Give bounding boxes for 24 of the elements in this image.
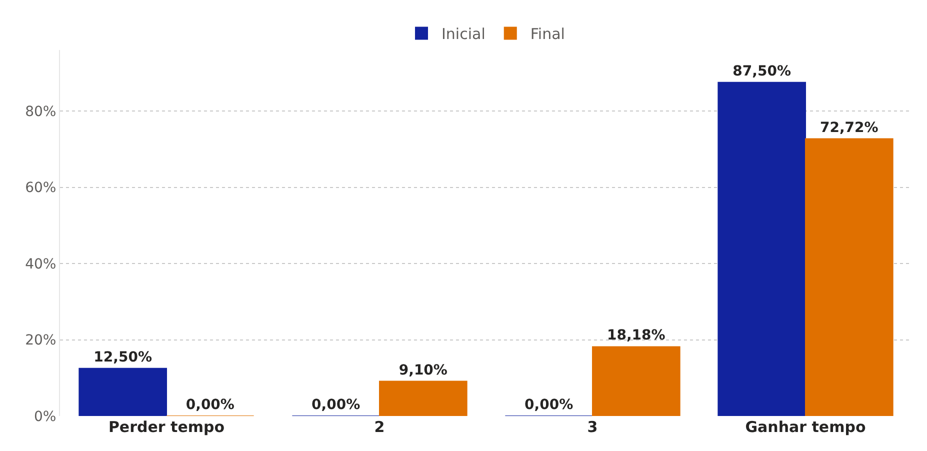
legend-label: Inicial [442,25,486,44]
y-tick-label: 60% [25,180,56,196]
data-label: 9,10% [398,362,448,378]
y-tick-label: 80% [25,104,56,120]
x-tick-label: 3 [587,418,598,436]
x-tick-label: Ganhar tempo [745,418,866,436]
x-tick-label: Perder tempo [108,418,225,436]
data-label: 0,00% [524,397,574,413]
y-tick-label: 0% [34,408,56,425]
legend-label: Final [530,25,565,44]
bar [718,82,806,416]
x-tick-label: 2 [374,418,385,436]
data-label: 0,00% [186,397,234,413]
data-label: 12,50% [94,349,152,366]
bar [805,138,894,416]
y-tick-label: 20% [25,332,56,349]
y-tick-label: 40% [25,256,56,272]
bar [379,380,468,416]
data-label: 18,18% [607,328,666,344]
bar [592,346,680,416]
data-label: 0,00% [312,397,360,413]
bar [78,368,167,416]
data-label: 72,72% [820,120,878,136]
data-label: 87,50% [732,63,791,80]
